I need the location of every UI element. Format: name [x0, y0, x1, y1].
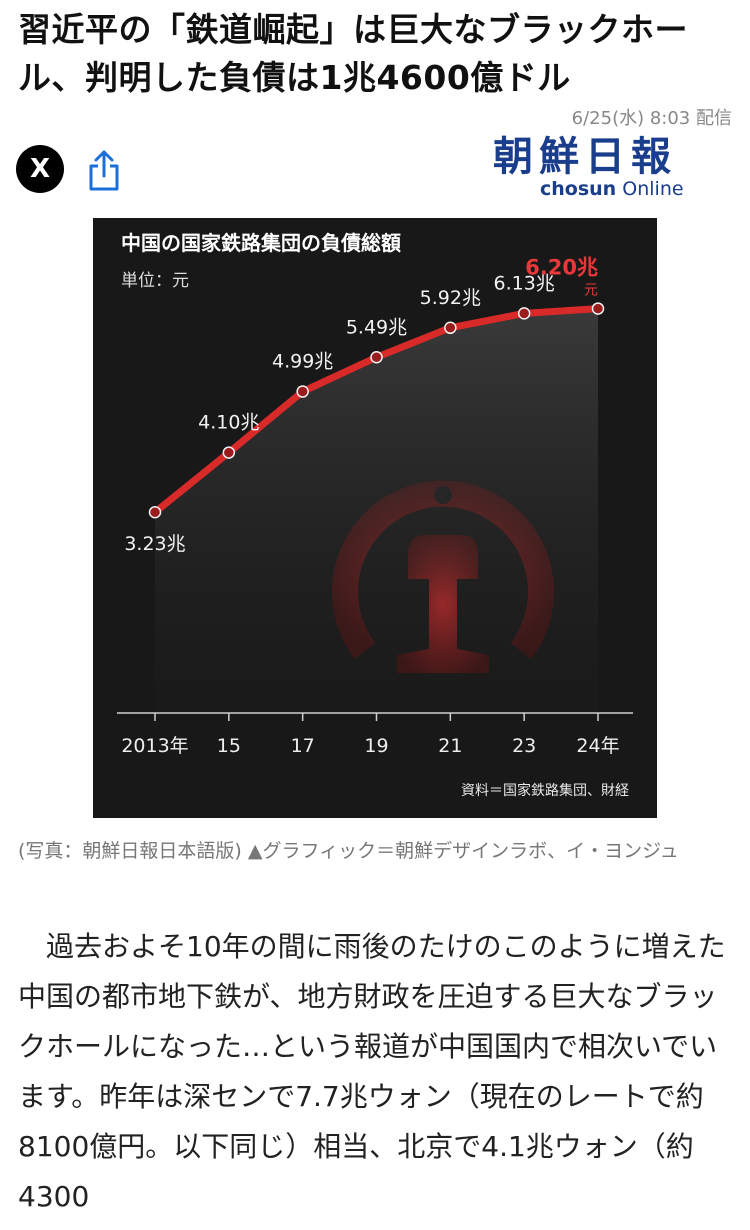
- logo-latin: chosun Online: [540, 178, 684, 200]
- data-point: [296, 385, 309, 398]
- photo-caption: (写真：朝鮮日報日本語版) ▲グラフィック＝朝鮮デザインラボ、イ・ヨンジュ: [18, 840, 679, 862]
- chart-title: 中国の国家鉄路集団の負債総額: [121, 231, 401, 255]
- x-tick-label: 23: [512, 735, 536, 757]
- data-point: [444, 321, 457, 335]
- chart-area: [155, 308, 598, 718]
- x-share-button[interactable]: X: [16, 145, 64, 193]
- data-label: 4.10兆: [198, 412, 259, 434]
- data-label: 5.92兆: [420, 287, 481, 309]
- data-point: [517, 307, 531, 320]
- data-point: [591, 302, 605, 315]
- chart-source: 資料＝国家鉄路集団、財経: [461, 782, 629, 799]
- data-point: [148, 505, 162, 519]
- data-point: [222, 446, 236, 459]
- x-tick-label: 17: [291, 735, 315, 757]
- data-label: 3.23兆: [124, 533, 185, 555]
- data-label: 4.99兆: [272, 351, 333, 373]
- debt-chart: 中国の国家鉄路集団の負債総額 単位：元 3.23兆 4.10兆 4.99兆 5.49兆…: [93, 218, 657, 818]
- x-tick-label: 2013年: [121, 735, 188, 757]
- data-label: 6.20兆: [525, 256, 598, 280]
- chart-unit-label: 単位：元: [121, 271, 189, 291]
- chart-svg: 中国の国家鉄路集団の負債総額 単位：元 3.23兆 4.10兆 4.99兆 5.49兆…: [117, 231, 633, 799]
- x-tick-label: 24年: [576, 735, 619, 757]
- data-label: 5.49兆: [346, 316, 407, 338]
- article-body: 過去およそ10年の間に雨後のたけのこのように増えた中国の都市地下鉄が、地方財政を…: [18, 930, 726, 1213]
- data-label: 6.13兆: [494, 272, 555, 294]
- chosun-online-logo[interactable]: 朝鮮日報 chosun Online: [470, 134, 700, 204]
- x-tick-label: 15: [217, 735, 241, 757]
- data-point: [370, 351, 383, 364]
- x-tick-label: 19: [364, 735, 388, 757]
- article-headline: 習近平の「鉄道崛起」は巨大なブラックホール、判明した負債は1兆4600億ドル: [18, 10, 688, 97]
- x-logo-icon: X: [29, 154, 51, 184]
- share-icon[interactable]: [86, 148, 122, 192]
- data-label-unit: 元: [584, 283, 598, 299]
- x-tick-label: 21: [438, 735, 462, 757]
- publish-date: 6/25(水) 8:03 配信: [571, 108, 732, 129]
- logo-kanji: 朝鮮日報: [493, 133, 677, 180]
